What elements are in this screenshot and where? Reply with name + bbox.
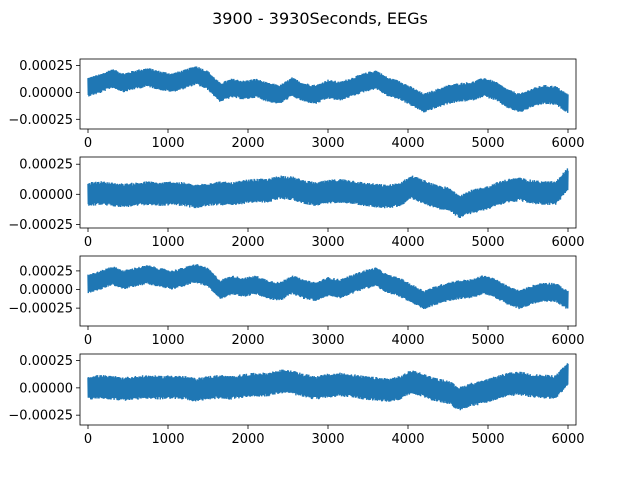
figure-title: 3900 - 3930Seconds, EEGs	[212, 9, 428, 28]
y-tick-label: 0.00000	[19, 86, 73, 101]
x-tick-label: 0	[84, 136, 92, 151]
x-tick-label: 3000	[311, 333, 344, 348]
x-tick-label: 4000	[391, 432, 424, 447]
y-tick-label: 0.00025	[19, 59, 73, 74]
y-tick-label: −0.00025	[8, 218, 73, 233]
eeg-trace-4	[87, 363, 569, 411]
x-tick-label: 3000	[311, 432, 344, 447]
eeg-trace-3	[87, 264, 569, 310]
x-tick-label: 5000	[471, 432, 504, 447]
eeg-trace-1	[87, 66, 569, 113]
eeg-panels: −0.00025 0.00000 0.00025 0 1000 2000 3000 4000 5…	[8, 58, 585, 447]
x-tick-label: 4000	[391, 333, 424, 348]
y-tick-label: 0.00000	[19, 283, 73, 298]
y-tick-label: 0.00025	[19, 354, 73, 369]
eeg-trace-2	[87, 168, 569, 219]
x-tick-label: 3000	[311, 235, 344, 250]
x-tick-label: 6000	[551, 235, 584, 250]
y-tick-label: −0.00025	[8, 302, 73, 317]
x-tick-label: 2000	[231, 136, 264, 151]
y-tick-label: 0.00025	[19, 264, 73, 279]
x-tick-label: 4000	[391, 235, 424, 250]
x-tick-label: 2000	[231, 432, 264, 447]
x-tick-label: 4000	[391, 136, 424, 151]
x-tick-label: 6000	[551, 432, 584, 447]
y-tick-label: −0.00025	[8, 409, 73, 424]
y-tick-label: −0.00025	[8, 113, 73, 128]
x-tick-label: 2000	[231, 235, 264, 250]
x-tick-label: 6000	[551, 333, 584, 348]
eeg-panel-1: −0.00025 0.00000 0.00025 0 1000 2000 3000 4000 5…	[8, 58, 585, 151]
eeg-panel-4: −0.00025 0.00000 0.00025 0 1000 2000 3000 4000 5…	[8, 353, 585, 447]
y-tick-label: 0.00000	[19, 188, 73, 203]
y-tick-label: 0.00000	[19, 381, 73, 396]
x-tick-label: 0	[84, 333, 92, 348]
x-tick-label: 1000	[151, 235, 184, 250]
x-tick-label: 5000	[471, 136, 504, 151]
eeg-panel-2: −0.00025 0.00000 0.00025 0 1000 2000 3000 4000 5…	[8, 156, 585, 250]
x-tick-label: 1000	[151, 432, 184, 447]
x-tick-label: 0	[84, 235, 92, 250]
x-tick-label: 5000	[471, 333, 504, 348]
x-tick-label: 0	[84, 432, 92, 447]
x-tick-label: 5000	[471, 235, 504, 250]
eeg-panel-3: −0.00025 0.00000 0.00025 0 1000 2000 3000 4000 5…	[8, 255, 585, 348]
x-tick-label: 1000	[151, 333, 184, 348]
x-tick-label: 1000	[151, 136, 184, 151]
x-tick-label: 2000	[231, 333, 264, 348]
x-tick-label: 3000	[311, 136, 344, 151]
y-tick-label: 0.00025	[19, 158, 73, 173]
x-tick-label: 6000	[551, 136, 584, 151]
